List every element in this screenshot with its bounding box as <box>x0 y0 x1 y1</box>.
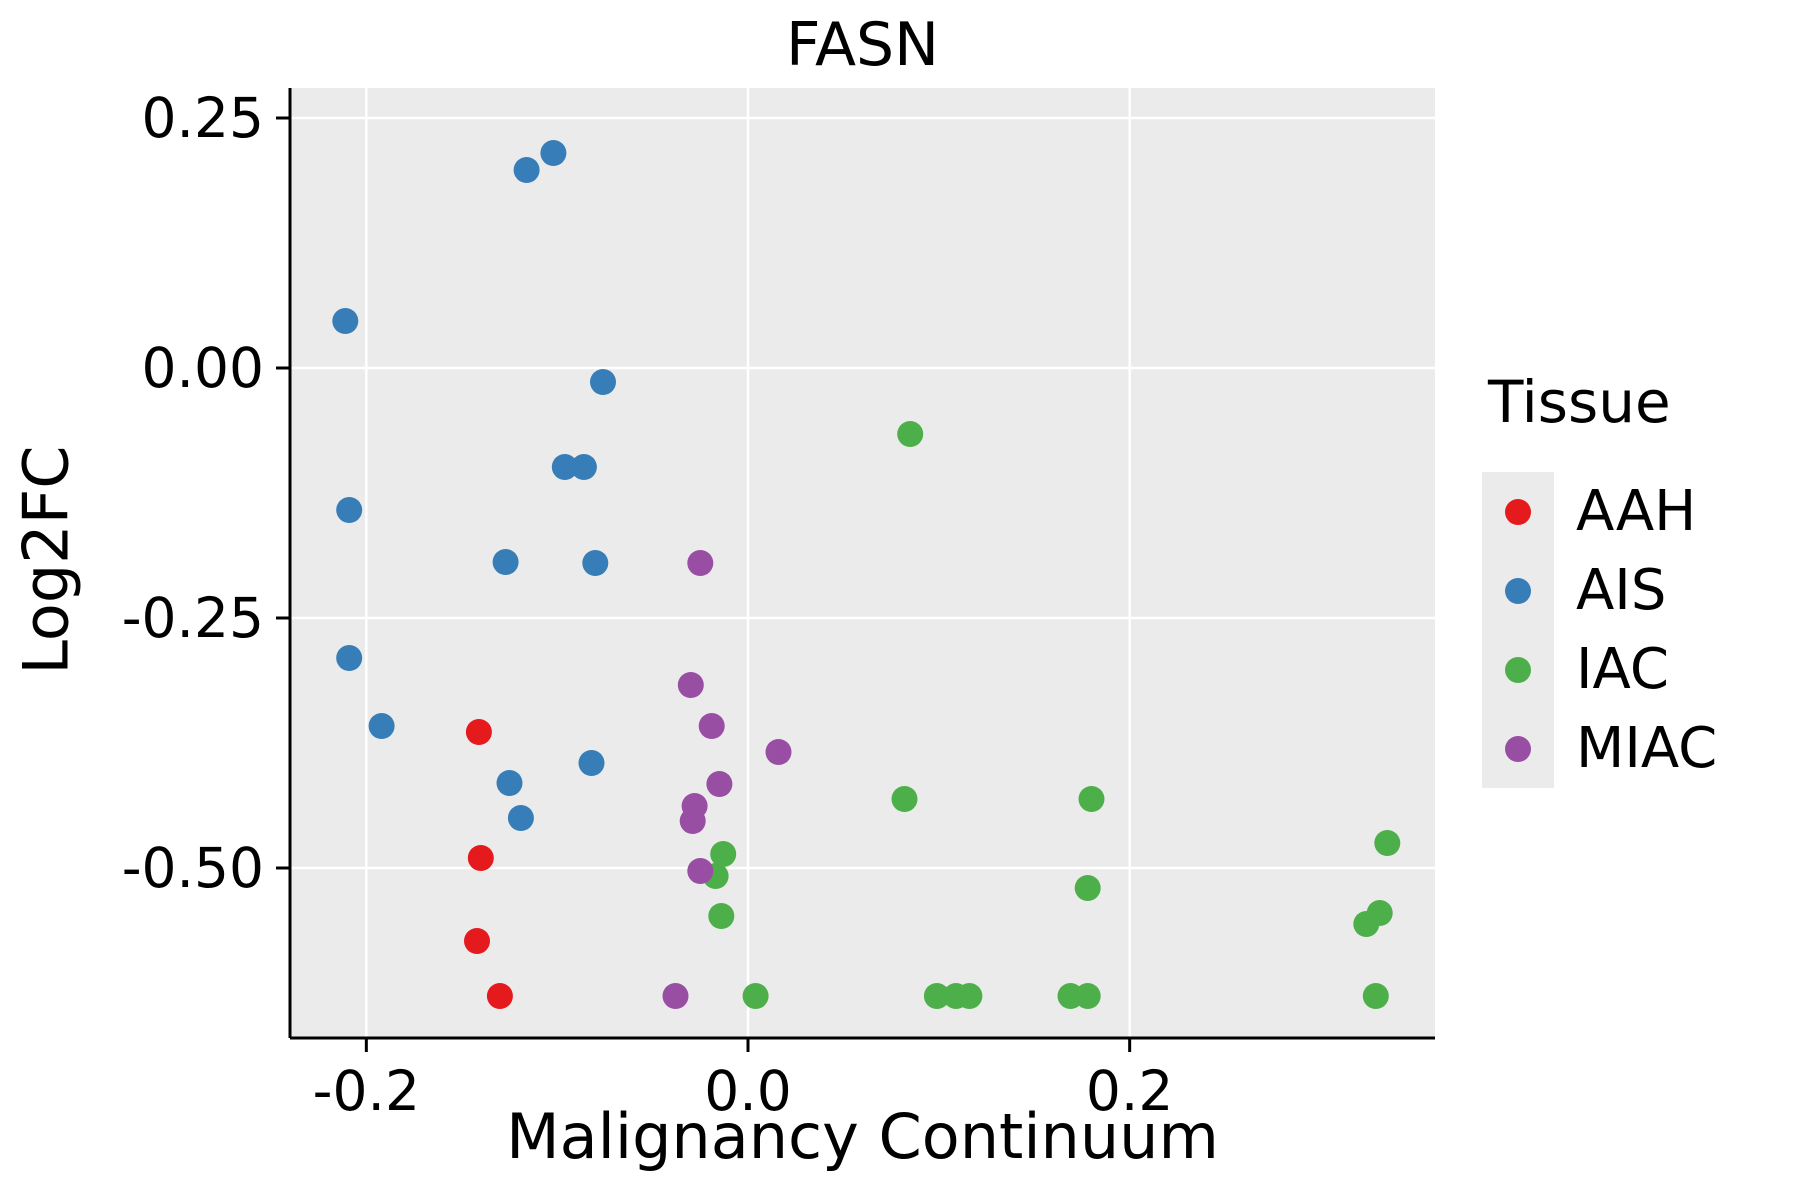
data-point-aah <box>465 719 492 745</box>
data-point-miac <box>698 713 725 739</box>
legend-marker-miac <box>1505 735 1531 762</box>
data-point-miac <box>662 983 689 1009</box>
data-point-ais <box>513 157 540 183</box>
data-point-miac <box>679 808 706 834</box>
data-point-iac <box>923 983 950 1009</box>
legend-key <box>1482 630 1554 709</box>
legend-item-aah: AAH <box>1482 472 1792 551</box>
data-point-iac <box>1074 875 1101 901</box>
legend-marker-aah <box>1505 498 1531 525</box>
legend-marker-ais <box>1505 577 1531 604</box>
x-tick-label: 0.2 <box>1086 1059 1173 1123</box>
data-point-miac <box>765 739 792 765</box>
legend-label: AAH <box>1576 479 1697 544</box>
y-tick-label: 0.25 <box>142 86 264 150</box>
data-point-aah <box>464 928 490 954</box>
y-axis-label: Log2FC <box>9 445 83 675</box>
legend-title: Tissue <box>1488 368 1671 436</box>
data-point-ais <box>582 550 609 576</box>
data-point-miac <box>706 771 733 797</box>
legend-label: IAC <box>1576 637 1669 702</box>
legend-key <box>1482 551 1554 630</box>
legend-label: AIS <box>1576 558 1667 623</box>
data-point-ais <box>551 454 578 480</box>
legend-marker-iac <box>1505 656 1531 683</box>
y-tick-label: -0.50 <box>122 836 264 900</box>
data-point-iac <box>742 983 769 1009</box>
data-point-ais <box>540 140 567 166</box>
data-point-miac <box>687 550 714 576</box>
data-point-iac <box>1078 786 1105 812</box>
data-point-ais <box>507 805 534 831</box>
data-point-iac <box>897 421 924 447</box>
data-point-iac <box>710 841 737 867</box>
data-point-ais <box>368 713 395 739</box>
data-point-ais <box>590 369 616 395</box>
legend-item-iac: IAC <box>1482 630 1792 709</box>
x-tick-label: 0.0 <box>704 1059 791 1123</box>
data-point-aah <box>467 845 494 871</box>
data-point-iac <box>1366 900 1393 926</box>
chart-title: FASN <box>785 10 940 80</box>
data-point-ais <box>578 750 605 776</box>
data-point-ais <box>332 308 359 334</box>
data-point-iac <box>1074 983 1101 1009</box>
x-axis-label: Malignancy Continuum <box>506 1100 1219 1173</box>
legend-key <box>1482 709 1554 788</box>
y-tick-label: -0.25 <box>122 586 264 650</box>
data-point-iac <box>956 983 983 1009</box>
data-point-miac <box>687 858 714 884</box>
y-tick-label: 0.00 <box>142 336 264 400</box>
data-point-iac <box>1362 983 1389 1009</box>
plot-panel <box>290 88 1435 1038</box>
legend: Tissue AAH AIS IAC <box>1482 368 1792 788</box>
legend-item-ais: AIS <box>1482 551 1792 630</box>
data-point-miac <box>677 672 704 698</box>
x-tick-label: -0.2 <box>313 1059 420 1123</box>
data-point-ais <box>570 454 597 480</box>
data-point-iac <box>708 903 735 929</box>
data-point-ais <box>336 497 363 523</box>
legend-label: MIAC <box>1576 716 1718 781</box>
data-point-iac <box>891 786 918 812</box>
data-point-iac <box>1374 830 1401 856</box>
data-point-aah <box>486 983 513 1009</box>
data-point-ais <box>496 770 523 796</box>
legend-rows: AAH AIS IAC MIAC <box>1482 472 1792 788</box>
data-point-ais <box>336 645 363 671</box>
data-point-ais <box>492 549 519 575</box>
legend-item-miac: MIAC <box>1482 709 1792 788</box>
legend-key <box>1482 472 1554 551</box>
